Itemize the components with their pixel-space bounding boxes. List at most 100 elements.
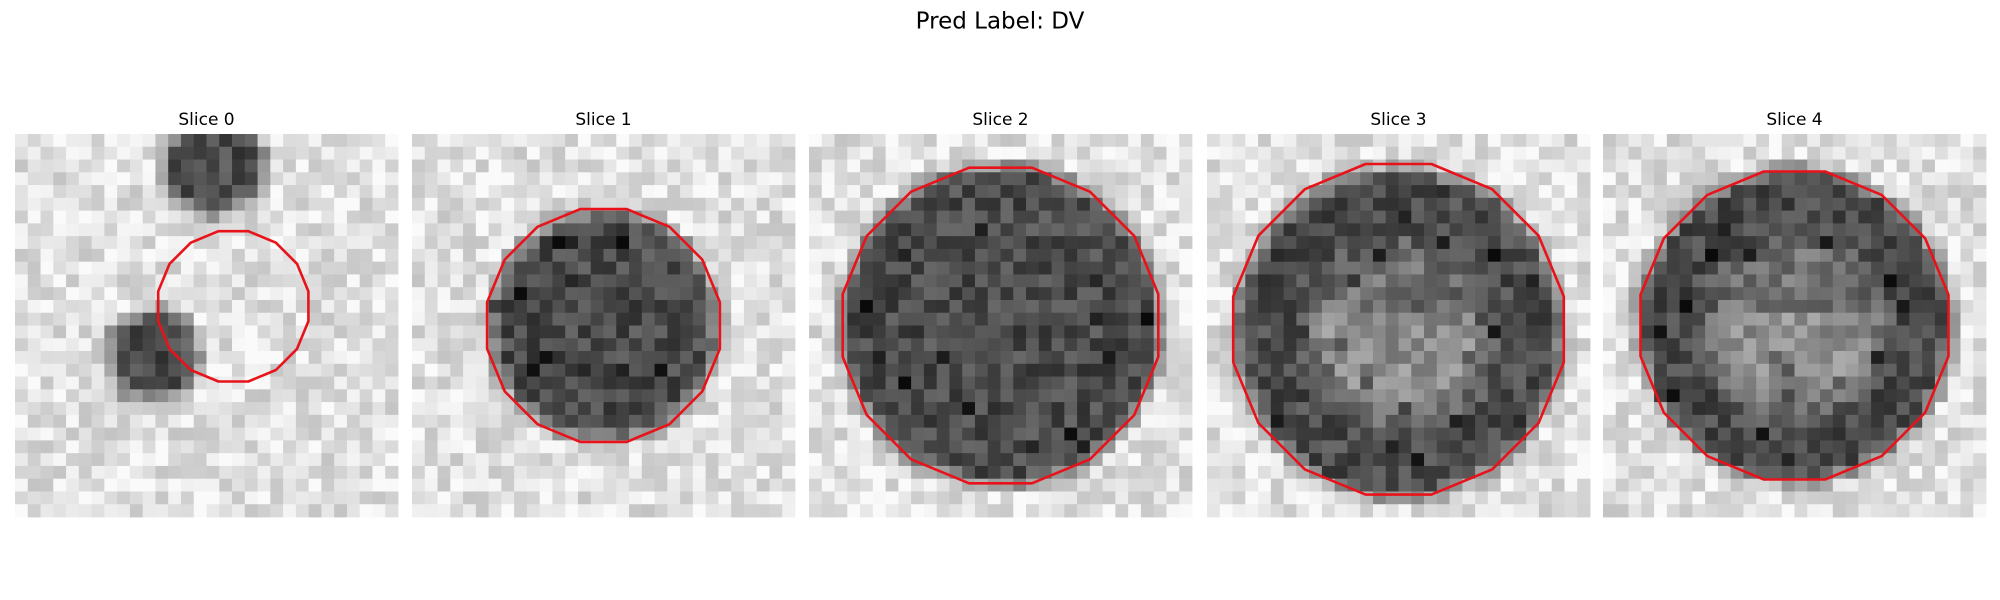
- image-pixel: [1615, 223, 1629, 237]
- image-pixel: [244, 389, 258, 403]
- image-pixel: [641, 325, 655, 339]
- image-pixel: [629, 248, 643, 263]
- image-pixel: [705, 185, 719, 199]
- image-pixel: [629, 287, 643, 301]
- image-pixel: [424, 134, 438, 148]
- image-pixel: [1666, 274, 1680, 288]
- image-pixel: [1947, 197, 1961, 211]
- image-pixel: [1321, 389, 1336, 403]
- image-pixel: [577, 236, 592, 250]
- image-pixel: [1000, 146, 1014, 160]
- image-pixel: [1628, 491, 1642, 505]
- image-pixel: [308, 376, 322, 390]
- image-pixel: [705, 389, 719, 403]
- image-pixel: [91, 338, 105, 352]
- image-pixel: [743, 338, 758, 352]
- image-pixel: [1564, 491, 1578, 505]
- image-pixel: [104, 159, 118, 173]
- image-pixel: [91, 248, 105, 263]
- image-pixel: [1500, 402, 1514, 416]
- image-pixel: [1960, 402, 1974, 416]
- image-pixel: [1000, 338, 1014, 352]
- image-pixel: [295, 210, 310, 224]
- image-pixel: [142, 504, 156, 518]
- image-pixel: [1372, 504, 1387, 518]
- image-pixel: [1756, 363, 1770, 377]
- image-pixel: [936, 440, 950, 454]
- image-pixel: [359, 478, 373, 492]
- image-pixel: [603, 478, 617, 492]
- image-pixel: [1909, 134, 1923, 148]
- image-pixel: [117, 351, 131, 365]
- image-pixel: [1026, 261, 1040, 275]
- image-pixel: [1577, 134, 1591, 148]
- image-pixel: [1781, 299, 1795, 314]
- image-pixel: [193, 172, 207, 186]
- image-pixel: [1743, 351, 1757, 365]
- image-pixel: [847, 185, 861, 199]
- image-pixel: [295, 504, 310, 518]
- image-pixel: [1000, 312, 1014, 326]
- image-pixel: [91, 351, 105, 365]
- image-pixel: [219, 134, 233, 148]
- image-pixel: [1334, 312, 1348, 326]
- image-pixel: [1820, 325, 1834, 339]
- image-pixel: [1615, 389, 1629, 403]
- image-pixel: [1013, 453, 1027, 467]
- image-pixel: [718, 427, 732, 441]
- image-pixel: [962, 465, 976, 480]
- image-pixel: [911, 465, 925, 480]
- image-pixel: [1513, 159, 1527, 173]
- image-pixel: [1500, 325, 1514, 339]
- image-pixel: [53, 223, 67, 237]
- image-pixel: [1207, 210, 1221, 224]
- image-pixel: [1628, 223, 1642, 237]
- image-pixel: [1564, 274, 1578, 288]
- image-pixel: [129, 491, 144, 505]
- image-pixel: [1615, 299, 1629, 314]
- image-pixel: [15, 146, 29, 160]
- image-pixel: [1922, 363, 1936, 377]
- image-pixel: [1641, 504, 1655, 518]
- image-pixel: [1692, 146, 1706, 160]
- image-pixel: [654, 363, 668, 377]
- image-pixel: [1051, 402, 1065, 416]
- image-pixel: [450, 146, 464, 160]
- image-pixel: [168, 159, 182, 173]
- image-pixel: [1166, 402, 1180, 416]
- image-pixel: [885, 402, 899, 416]
- image-pixel: [1794, 248, 1808, 263]
- image-pixel: [283, 427, 297, 441]
- image-pixel: [552, 134, 566, 148]
- image-pixel: [1128, 427, 1142, 441]
- image-pixel: [590, 351, 604, 365]
- image-pixel: [1013, 159, 1027, 173]
- image-pixel: [270, 197, 284, 211]
- image-pixel: [1934, 236, 1949, 250]
- image-pixel: [1334, 389, 1348, 403]
- image-pixel: [1628, 325, 1642, 339]
- image-pixel: [91, 210, 105, 224]
- image-pixel: [577, 440, 592, 454]
- image-pixel: [590, 491, 604, 505]
- image-pixel: [1321, 414, 1336, 429]
- image-pixel: [193, 491, 207, 505]
- image-pixel: [1922, 159, 1936, 173]
- image-pixel: [1179, 274, 1193, 288]
- image-pixel: [463, 223, 477, 237]
- image-pixel: [743, 414, 758, 429]
- image-pixel: [756, 376, 770, 390]
- image-pixel: [1013, 236, 1027, 250]
- image-pixel: [1832, 351, 1846, 365]
- image-pixel: [552, 478, 566, 492]
- image-pixel: [1628, 134, 1642, 148]
- image-pixel: [590, 248, 604, 263]
- image-pixel: [1934, 402, 1949, 416]
- image-pixel: [1513, 504, 1527, 518]
- image-pixel: [283, 325, 297, 339]
- image-pixel: [1820, 236, 1834, 250]
- image-pixel: [1424, 223, 1438, 237]
- image-pixel: [936, 287, 950, 301]
- image-pixel: [463, 274, 477, 288]
- image-pixel: [667, 134, 681, 148]
